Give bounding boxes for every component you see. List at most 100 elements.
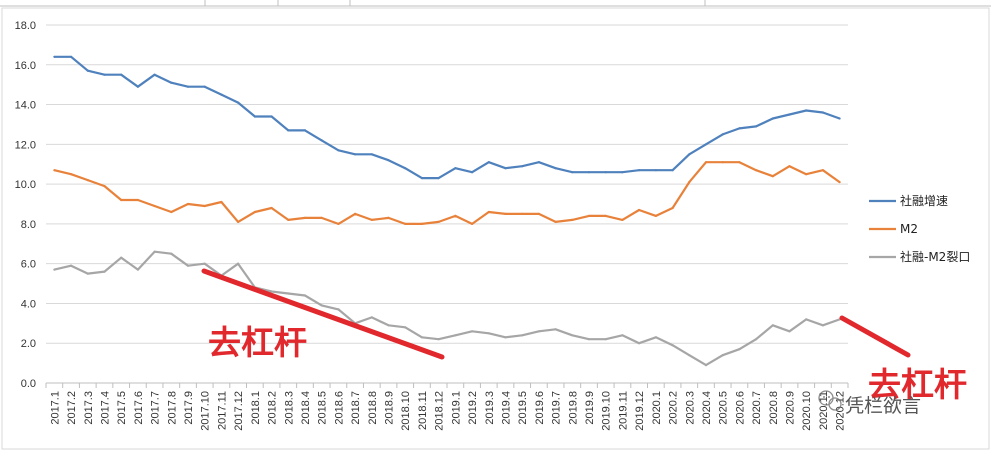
x-tick-label: 2018.2 <box>267 391 279 425</box>
data-point <box>437 177 440 180</box>
data-point <box>755 169 758 172</box>
data-point <box>738 127 741 130</box>
data-point <box>220 93 223 96</box>
data-point <box>253 210 256 214</box>
y-tick-label: 12.0 <box>15 139 36 151</box>
data-point <box>186 264 190 267</box>
data-point <box>838 181 841 184</box>
data-point <box>86 179 89 182</box>
data-point <box>788 330 791 333</box>
x-tick-label: 2019.6 <box>534 391 546 425</box>
data-point <box>654 214 658 217</box>
data-point <box>170 81 173 84</box>
x-tick-label: 2018.4 <box>300 391 312 425</box>
data-point <box>521 212 524 215</box>
data-point <box>571 171 574 174</box>
data-point <box>203 85 206 88</box>
data-point <box>53 55 56 58</box>
deleverage-arrow-1 <box>201 268 445 360</box>
x-tick-label: 2020.9 <box>785 391 797 425</box>
x-tick-label: 2019.9 <box>584 391 596 425</box>
x-tick-label: 2018.3 <box>283 391 295 425</box>
data-point <box>53 169 56 172</box>
data-point <box>571 334 574 337</box>
data-point <box>70 173 73 176</box>
x-tick-label: 2017.12 <box>233 391 245 431</box>
data-point <box>671 344 674 347</box>
data-point <box>587 171 591 174</box>
data-point <box>688 181 691 184</box>
x-tick-label: 2018.6 <box>333 391 345 425</box>
x-tick-label: 2020.8 <box>768 391 780 425</box>
data-point <box>755 125 758 128</box>
data-point <box>688 153 691 156</box>
data-point <box>738 348 741 351</box>
data-point <box>671 206 674 210</box>
data-point <box>771 175 774 178</box>
data-point <box>537 161 541 164</box>
data-point <box>788 165 791 168</box>
annotation-deleverage-1: 去杠杆 <box>208 323 307 362</box>
data-point <box>738 161 741 164</box>
data-point <box>571 218 574 221</box>
data-point <box>370 316 373 319</box>
data-point <box>103 185 106 188</box>
x-tick-label: 2017.11 <box>216 391 228 430</box>
data-point <box>70 55 73 58</box>
annotation-deleverage-2: 去杠杆 <box>868 365 967 404</box>
x-tick-label: 2020.1 <box>651 391 663 425</box>
data-point <box>370 218 373 221</box>
x-tick-label: 2019.5 <box>517 391 529 425</box>
series-line-2 <box>54 161 841 225</box>
data-point <box>136 198 139 202</box>
watermark: 凭栏欲言 <box>818 390 921 417</box>
data-point <box>771 117 774 120</box>
x-tick-label: 2018.7 <box>350 391 362 425</box>
data-point <box>504 336 507 339</box>
data-point <box>120 256 123 259</box>
data-point <box>688 354 691 357</box>
data-point <box>771 324 774 327</box>
data-point <box>253 115 256 118</box>
data-point <box>337 308 340 311</box>
x-tick-label: 2019.7 <box>551 391 563 425</box>
data-point <box>821 324 825 327</box>
x-tick-label: 2020.11 <box>818 391 830 430</box>
series-lines <box>53 55 841 367</box>
data-point <box>487 332 490 335</box>
data-point <box>387 216 390 219</box>
x-tick-label: 2019.1 <box>450 391 462 425</box>
data-point <box>554 328 557 331</box>
data-point <box>604 171 607 174</box>
x-tick-label: 2019.10 <box>601 391 613 431</box>
data-point <box>404 326 407 329</box>
data-point <box>521 165 524 168</box>
x-tick-label: 2020.10 <box>801 391 813 431</box>
data-point <box>621 218 624 221</box>
data-point <box>337 222 340 225</box>
data-point <box>303 294 307 297</box>
x-tick-label: 2018.10 <box>400 391 412 431</box>
x-tick-label: 2018.12 <box>434 391 446 431</box>
x-tick-label: 2018.1 <box>250 391 262 425</box>
y-tick-label: 18.0 <box>15 20 36 32</box>
data-point <box>788 113 791 116</box>
y-tick-label: 10.0 <box>15 179 36 191</box>
x-tick-label: 2019.8 <box>567 391 579 425</box>
x-tick-label: 2020.6 <box>734 391 746 425</box>
data-point <box>471 330 474 333</box>
data-point <box>136 268 139 271</box>
data-point <box>420 177 423 180</box>
data-point <box>504 212 507 215</box>
legend-label: 社融-M2裂口 <box>900 249 970 264</box>
y-tick-label: 16.0 <box>15 60 36 72</box>
data-point <box>537 212 541 215</box>
data-point <box>471 171 474 174</box>
data-point <box>287 292 290 295</box>
data-point <box>354 153 357 156</box>
data-point <box>370 153 373 156</box>
data-point <box>437 220 440 223</box>
data-point <box>153 204 156 208</box>
data-point <box>203 262 206 265</box>
